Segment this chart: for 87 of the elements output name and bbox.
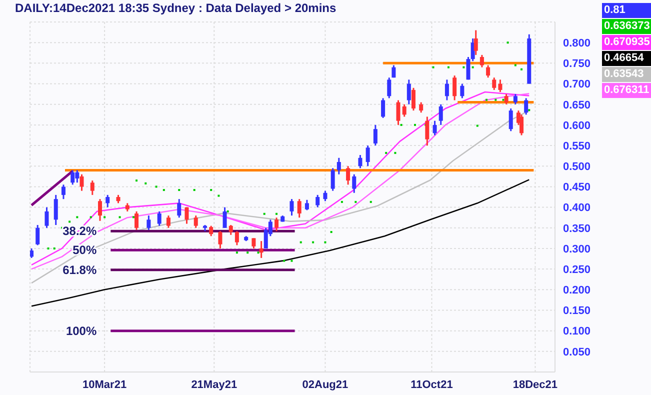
text: 0.676311 (602, 83, 651, 98)
y-tick-label: 0.800 (563, 37, 591, 50)
candlestick (290, 198, 294, 216)
y-tick-label: 0.400 (563, 202, 591, 214)
x-tick-label: 18Dec21 (512, 378, 558, 391)
y-tick-label: 0.050 (563, 346, 591, 358)
candlestick (387, 76, 392, 99)
candlestick (358, 154, 362, 169)
x-tick-label: 21May21 (191, 378, 238, 391)
candlestick (304, 199, 309, 211)
candlestick (432, 120, 437, 136)
text: 0.81 (602, 3, 651, 18)
y-tick-label: 0.100 (563, 326, 591, 338)
candlestick (194, 214, 198, 229)
y-tick-label: 0.700 (563, 78, 591, 91)
candlestick (36, 224, 40, 246)
candlestick (234, 230, 239, 246)
candlestick (252, 237, 256, 250)
candlestick (44, 206, 49, 229)
y-tick-label: 0.550 (563, 140, 591, 152)
y-tick-label: 0.500 (563, 161, 591, 174)
candlestick (30, 248, 34, 259)
y-tick-label: 0.650 (563, 99, 591, 112)
candlestick (452, 74, 457, 101)
annotation: 50% (72, 243, 97, 258)
annotation: 100% (66, 324, 97, 338)
candlestick (157, 210, 162, 227)
y-tick-label: 0.200 (563, 284, 591, 297)
candlestick (438, 104, 443, 126)
candlestick (54, 194, 58, 226)
candlestick (346, 165, 350, 186)
x-tick-label: 10Mar21 (82, 378, 127, 391)
y-tick-label: 0.250 (563, 264, 591, 276)
x-tick-label: 11Oct21 (410, 378, 453, 391)
y-tick-label: 0.300 (563, 243, 591, 256)
candlestick (336, 157, 341, 176)
candlestick (480, 54, 484, 68)
candlestick (90, 180, 94, 196)
y-tick-label: 0.450 (563, 182, 591, 194)
candlestick (419, 102, 424, 114)
candlestick (381, 97, 386, 119)
candlestick (316, 194, 320, 208)
candlestick (166, 214, 170, 229)
candlestick (352, 174, 356, 194)
candlestick (520, 114, 524, 136)
candlestick (70, 169, 75, 186)
candlestick (508, 108, 513, 132)
candlestick (392, 64, 396, 78)
chart-title: DAILY:14Dec2021 18:35 Sydney : Data Delayed > 20mins (15, 1, 336, 15)
text: 0.670935 (602, 35, 651, 50)
candlestick (524, 97, 528, 116)
candlestick (444, 78, 449, 101)
annotation: 61.8% (62, 262, 97, 277)
candlestick (492, 76, 496, 91)
candlestick (330, 167, 335, 192)
text: 0.636373 (602, 19, 651, 34)
candlestick (323, 190, 328, 202)
text: 0.46654 (602, 51, 651, 66)
y-tick-label: 0.150 (563, 305, 591, 318)
candlestick (61, 184, 66, 200)
y-tick-label: 0.350 (563, 222, 591, 235)
candlestick (106, 194, 110, 208)
candlestick (402, 104, 406, 118)
line-series (30, 179, 530, 307)
x-tick-label: 02Aug21 (302, 378, 348, 391)
candlestick (486, 64, 490, 78)
candlestick (177, 198, 182, 218)
candlestick (513, 93, 518, 106)
candlestick (406, 78, 411, 106)
candlestick (297, 198, 302, 218)
candlestick (80, 174, 84, 192)
text: 0.63543 (602, 67, 651, 82)
candlestick (274, 216, 279, 232)
candlestick (366, 144, 370, 167)
candlestick (228, 224, 233, 236)
candlestick (209, 225, 214, 237)
candlestick (98, 198, 102, 222)
candlestick (373, 124, 378, 146)
candlestick (474, 29, 478, 56)
candlestick (460, 83, 464, 99)
candlestick (184, 206, 189, 225)
candlestick (411, 87, 416, 112)
candlestick (218, 230, 222, 250)
candlestick (498, 78, 502, 93)
y-tick-label: 0.750 (563, 58, 591, 70)
candlestick (146, 214, 151, 231)
y-tick-label: 0.600 (563, 120, 591, 132)
